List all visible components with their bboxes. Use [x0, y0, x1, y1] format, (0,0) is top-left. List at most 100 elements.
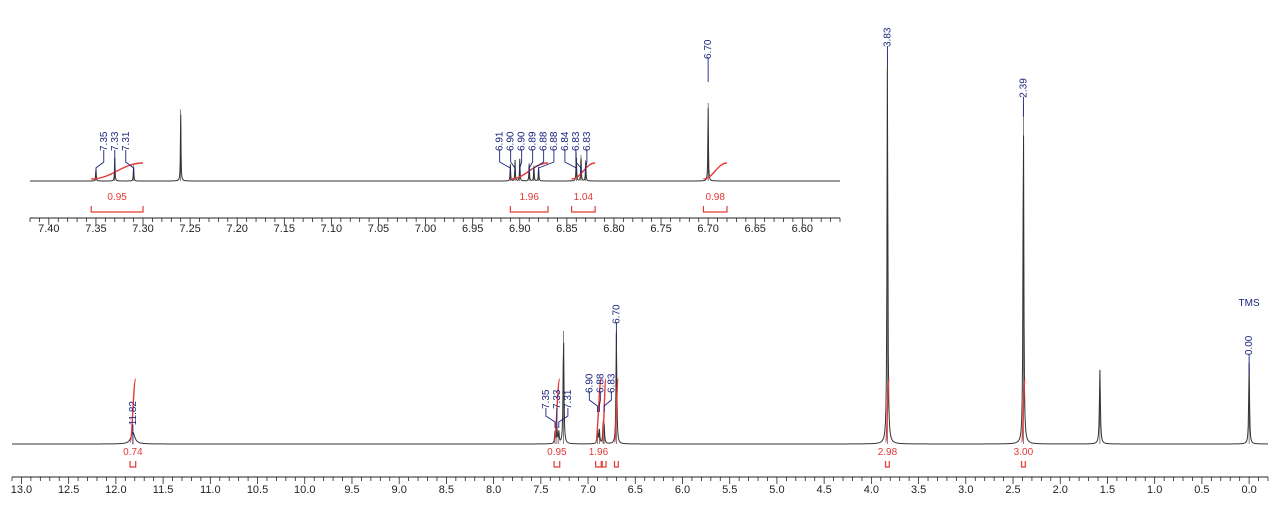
- inset-tick-label: 7.35: [85, 223, 106, 235]
- inset-integral-value: 1.96: [519, 192, 539, 203]
- inset-integral-value: 1.04: [574, 192, 594, 203]
- main-tick-label: 3.0: [958, 484, 973, 496]
- main-tick-label: 6.5: [628, 484, 643, 496]
- inset-tick-label: 6.95: [462, 223, 483, 235]
- inset-tick-label: 7.40: [38, 223, 59, 235]
- inset-tick-label: 7.20: [226, 223, 247, 235]
- main-tick-label: 1.5: [1100, 484, 1115, 496]
- main-peak-label: 0.00: [1244, 335, 1255, 355]
- main-tick-label: 11.5: [153, 484, 174, 496]
- inset-tick-label: 6.70: [697, 223, 718, 235]
- inset-peak-label: 6.89: [528, 131, 539, 151]
- inset-tick-label: 6.65: [745, 223, 766, 235]
- inset-peak-leader: [500, 150, 511, 174]
- inset-peak-label: 6.90: [517, 131, 528, 151]
- inset-integral-bracket: [572, 206, 596, 212]
- main-peak-label: 6.90: [584, 373, 595, 393]
- main-peak-label: 6.88: [595, 373, 606, 393]
- main-tick-label: 8.0: [486, 484, 501, 496]
- inset-tick-label: 7.05: [368, 223, 389, 235]
- inset-integral-value: 0.98: [705, 192, 725, 203]
- main-peak-leader: [546, 408, 555, 428]
- inset-integral-bracket: [91, 206, 143, 212]
- main-peak-label: 6.70: [611, 304, 622, 324]
- main-spectrum: 13.0 12.5 12.0 11.5 11.0 10.5 10.0 9.5 9.0 8.5 8.0…: [11, 27, 1268, 496]
- main-peak-label: 6.83: [606, 373, 617, 393]
- main-integral-value: 0.74: [123, 447, 143, 458]
- inset-tick-label: 6.75: [650, 223, 671, 235]
- main-tick-label: 4.0: [864, 484, 879, 496]
- main-peak-label: 7.31: [563, 389, 574, 409]
- main-integral-value: 3.00: [1014, 447, 1034, 458]
- main-tick-label: 7.0: [580, 484, 595, 496]
- inset-peak-label: 7.35: [99, 131, 110, 151]
- main-peak-label: 3.83: [882, 27, 893, 47]
- main-trace: [12, 66, 1268, 444]
- inset-integral-bracket: [703, 206, 727, 212]
- inset-tick-label: 6.90: [509, 223, 530, 235]
- main-tick-label: 9.5: [344, 484, 359, 496]
- main-integral-bracket: [554, 461, 560, 467]
- inset-peak-leader: [565, 150, 576, 174]
- inset-peak-label: 6.83: [571, 131, 582, 151]
- inset-peak-label-group-0: 7.35 7.33 7.31: [96, 131, 134, 174]
- inset-trace: [30, 108, 840, 181]
- inset-tick-label: 7.25: [179, 223, 200, 235]
- main-integral-bracket: [602, 461, 606, 467]
- main-tick-label: 13.0: [11, 484, 32, 496]
- main-integral-value: 0.95: [547, 447, 567, 458]
- main-tick-label: 9.0: [392, 484, 407, 496]
- main-peak-label-group-4: 3.83: [882, 27, 893, 66]
- inset-tick-label: 7.15: [274, 223, 295, 235]
- inset-peak-label: 6.88: [549, 131, 560, 151]
- main-integral-bracket: [1022, 461, 1026, 467]
- main-integral-bracket: [886, 461, 890, 467]
- main-tick-label: 8.5: [439, 484, 454, 496]
- main-reference-label: TMS: [1239, 298, 1260, 309]
- inset-peak-label: 6.70: [703, 39, 714, 59]
- inset-peak-label: 6.91: [495, 131, 506, 151]
- inset-spectrum: 7.40 7.35 7.30 7.25 7.20 7.15 7.10 7.05 7.00 6.95…: [30, 39, 840, 235]
- inset-integral-bracket: [510, 206, 548, 212]
- inset-peak-label-group-1: 6.91 6.90 6.90 6.89 6.88: [495, 131, 550, 174]
- inset-peak-label: 7.33: [110, 131, 121, 151]
- main-tick-label: 6.0: [675, 484, 690, 496]
- main-tick-label: 11.0: [200, 484, 221, 496]
- main-peak-label-group-3: 6.70: [611, 304, 622, 343]
- inset-integral-0: 0.95: [91, 163, 143, 212]
- main-integral-bracket: [615, 461, 619, 467]
- main-tick-label: 2.0: [1053, 484, 1068, 496]
- main-integral-bracket: [130, 461, 136, 467]
- main-peak-label-group-1: 7.35 7.33 7.31: [541, 389, 574, 428]
- inset-tick-label: 7.30: [132, 223, 153, 235]
- main-tick-label: 5.5: [722, 484, 737, 496]
- main-tick-label: 7.5: [533, 484, 548, 496]
- inset-peak-leader: [126, 150, 134, 174]
- main-peak-label: 11.82: [128, 401, 139, 426]
- inset-peak-label: 6.83: [582, 131, 593, 151]
- main-tick-label: 10.5: [247, 484, 268, 496]
- inset-tick-label: 6.80: [603, 223, 624, 235]
- main-tick-label: 0.0: [1241, 484, 1256, 496]
- main-peak-leader: [589, 392, 597, 412]
- main-peak-label: 7.33: [552, 389, 563, 409]
- main-peak-label: 2.39: [1018, 78, 1029, 98]
- inset-tick-label: 6.60: [792, 223, 813, 235]
- inset-peak-label-group-3: 6.70: [703, 39, 714, 82]
- main-peak-label-group-5: 2.39: [1018, 78, 1029, 117]
- main-integral-bracket: [596, 461, 602, 467]
- inset-peak-leader: [96, 150, 104, 174]
- main-tick-label: 2.5: [1005, 484, 1020, 496]
- main-tick-label: 5.0: [769, 484, 784, 496]
- main-tick-label: 4.5: [817, 484, 832, 496]
- main-integral-value: 2.98: [878, 447, 898, 458]
- main-tick-label: 3.5: [911, 484, 926, 496]
- main-tick-label: 10.0: [294, 484, 315, 496]
- main-tick-label: 1.0: [1147, 484, 1162, 496]
- main-peak-label: 7.35: [541, 389, 552, 409]
- main-integral-value: 1.96: [589, 447, 609, 458]
- inset-peak-label: 6.90: [506, 131, 517, 151]
- inset-peak-leader: [539, 150, 554, 174]
- inset-tick-label: 6.85: [556, 223, 577, 235]
